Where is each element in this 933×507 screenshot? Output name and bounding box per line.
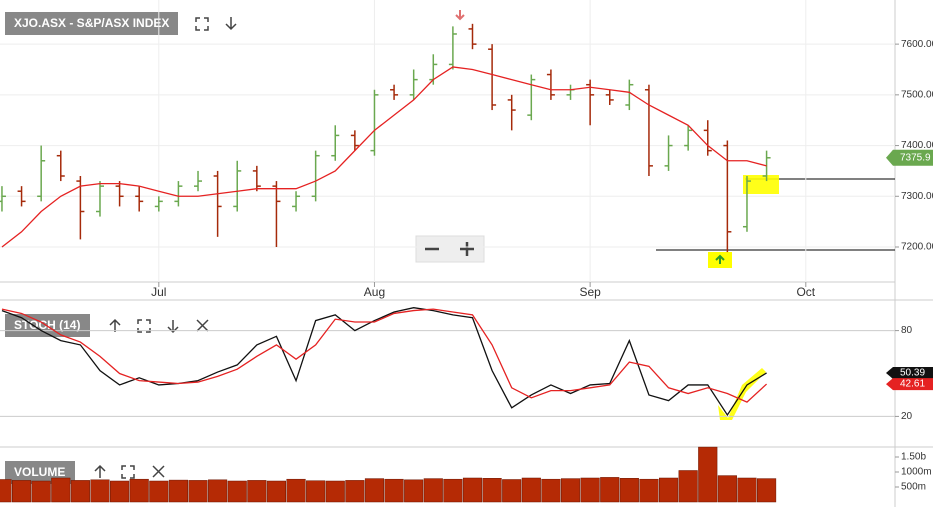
x-tick-label: Jul	[151, 285, 166, 299]
volume-bar	[364, 478, 385, 503]
expand-icon[interactable]	[195, 17, 209, 31]
close-icon[interactable]	[152, 465, 165, 478]
arrow-up	[715, 254, 725, 264]
up-icon[interactable]	[94, 464, 106, 478]
volume-bar	[678, 470, 698, 503]
y-tick-label: 20	[901, 411, 913, 422]
value-tag	[886, 378, 933, 391]
highlight	[743, 175, 779, 194]
volume-bar	[90, 479, 110, 503]
moving-average	[1, 66, 767, 248]
volume-bar	[462, 477, 483, 503]
volume-bar	[31, 480, 51, 503]
volume-bar	[658, 477, 679, 503]
volume-bar	[757, 478, 777, 503]
volume-bar	[717, 475, 737, 503]
volume-bar	[600, 477, 620, 503]
volume-bar	[384, 478, 404, 503]
expand-icon[interactable]	[137, 319, 151, 333]
y-tick-label: 500m	[901, 482, 926, 493]
up-icon[interactable]	[109, 318, 121, 332]
volume-bar	[0, 479, 12, 503]
stoch-line	[1, 308, 768, 403]
volume-bar	[443, 478, 463, 503]
volume-bar	[208, 479, 228, 503]
close-icon[interactable]	[196, 319, 209, 332]
volume-bar	[110, 480, 130, 503]
volume-bar	[423, 478, 443, 503]
y-tick-label: 7500.00	[901, 89, 933, 100]
y-tick-label: 7400.00	[901, 140, 933, 151]
stoch-line	[1, 307, 767, 417]
volume-bar	[345, 480, 365, 503]
y-tick-label: 1.50b	[901, 452, 926, 463]
volume-bar	[286, 478, 306, 503]
panel-title: XJO.ASX - S&P/ASX INDEX	[14, 16, 169, 30]
volume-bar	[482, 478, 502, 503]
volume-bar	[149, 480, 169, 503]
expand-icon[interactable]	[121, 465, 135, 479]
down-icon[interactable]	[225, 17, 237, 31]
volume-bar	[227, 480, 247, 503]
volume-bar	[737, 477, 757, 503]
y-tick-label: 7300.00	[901, 191, 933, 202]
x-tick-label: Oct	[796, 285, 815, 299]
volume-bar	[521, 477, 541, 503]
volume-bar	[12, 480, 32, 503]
y-tick-label: 7200.00	[901, 242, 933, 253]
volume-bar	[129, 478, 149, 503]
volume-bar	[619, 478, 639, 503]
volume-bar	[51, 477, 71, 503]
panel-title: VOLUME	[14, 465, 65, 479]
volume-bar	[247, 480, 267, 503]
volume-bar	[541, 478, 561, 503]
down-icon[interactable]	[167, 320, 179, 334]
volume-bar	[168, 479, 188, 503]
price-tag	[886, 149, 933, 166]
y-tick-label: 80	[901, 325, 913, 336]
value-tag-label: 50.39	[900, 368, 925, 379]
volume-bar	[266, 480, 287, 503]
x-tick-label: Sep	[579, 285, 601, 299]
x-tick-label: Aug	[364, 285, 385, 299]
volume-bar	[306, 480, 326, 503]
value-tag-label: 42.61	[900, 379, 925, 390]
volume-bar	[639, 478, 659, 503]
label-box	[5, 12, 178, 35]
volume-bar	[70, 480, 90, 503]
panel-title: STOCH (14)	[14, 318, 80, 332]
volume-bar	[502, 479, 522, 503]
volume-bar	[325, 480, 345, 503]
volume-bar	[698, 446, 718, 503]
zoom-control	[415, 235, 485, 263]
y-tick-label: 7600.00	[901, 39, 933, 50]
volume-bar	[188, 480, 208, 503]
volume-bar	[560, 478, 581, 503]
arrow-down	[455, 10, 465, 21]
volume-bar	[580, 477, 600, 503]
volume-bar	[404, 479, 424, 503]
zoom-in[interactable]	[460, 242, 474, 256]
y-tick-label: 1000m	[901, 467, 932, 478]
price-tag-label: 7375.9	[900, 152, 931, 163]
value-tag	[886, 366, 933, 379]
